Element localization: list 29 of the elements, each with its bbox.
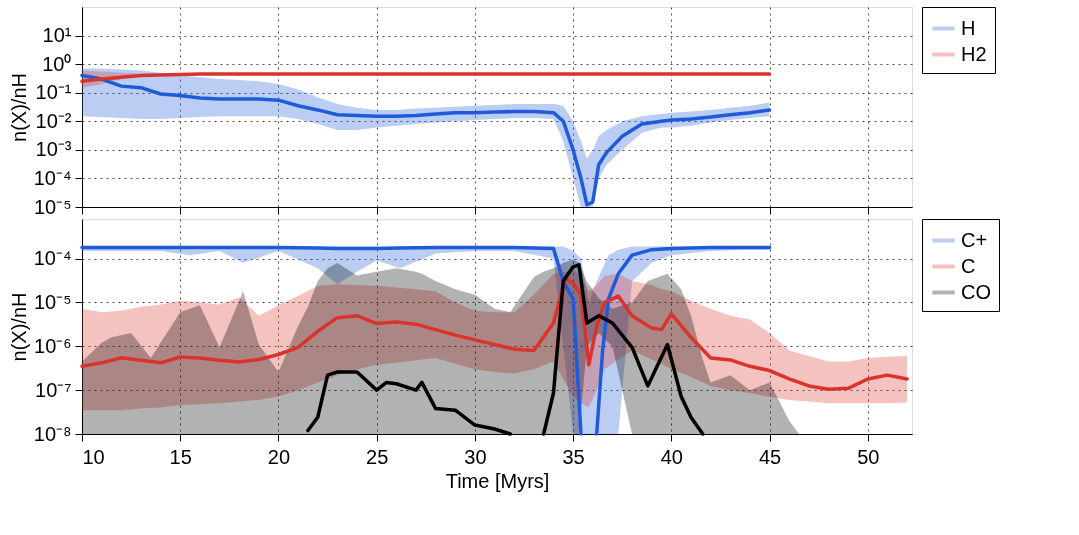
y-tick-label: 10⁻⁵ <box>33 290 72 313</box>
x-tick-label: 20 <box>267 445 291 468</box>
y-tick-label: 10¹ <box>42 24 72 47</box>
y-tick-label: 10⁻⁴ <box>33 166 72 189</box>
y-tick-label: 10⁻⁴ <box>33 247 72 270</box>
x-tick-label: 15 <box>169 445 192 468</box>
y-tick-label: 10⁻³ <box>35 138 72 161</box>
y-tick-label: 10⁻² <box>35 109 72 132</box>
y-tick-label: 10⁻⁸ <box>33 422 72 445</box>
legend-label: C+ <box>961 228 988 251</box>
legend-label: H2 <box>961 42 987 65</box>
y-tick-label: 10⁻⁶ <box>34 334 72 357</box>
y-axis-title: n(X)/nH <box>7 292 30 362</box>
x-tick-label: 25 <box>366 445 389 468</box>
x-axis-title: Time [Myrs] <box>445 469 550 492</box>
y-tick-label: 10⁻¹ <box>35 81 72 104</box>
legend-label: CO <box>961 280 991 303</box>
x-tick-label: 40 <box>660 445 683 468</box>
x-tick-label: 30 <box>464 445 487 468</box>
y-tick-label: 10⁻⁷ <box>35 378 72 401</box>
x-tick-label: 10 <box>82 445 105 468</box>
y-tick-label: 10⁻⁵ <box>33 195 72 218</box>
legend-label: C <box>961 254 976 277</box>
y-axis-title: n(X)/nH <box>7 73 30 142</box>
x-tick-label: 50 <box>857 445 880 468</box>
y-tick-label: 10⁰ <box>42 52 72 75</box>
x-tick-label: 45 <box>758 445 782 468</box>
legend-label: H <box>961 16 976 39</box>
x-tick-label: 35 <box>562 445 585 468</box>
